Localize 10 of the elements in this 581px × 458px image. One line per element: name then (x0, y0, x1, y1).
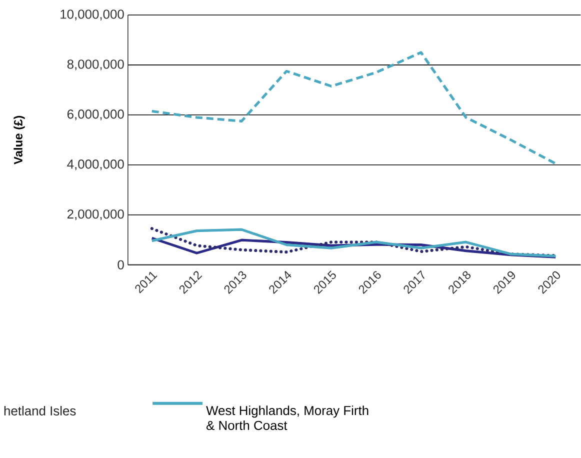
y-tick-label: 2,000,000 (67, 210, 124, 220)
y-tick-label: 0 (118, 260, 124, 270)
y-tick-label: 10,000,000 (60, 10, 124, 20)
line-series (150, 51, 557, 166)
text: hetland Isles (4, 406, 76, 416)
y-tick-label: 6,000,000 (67, 110, 124, 120)
y-tick-label: 8,000,000 (67, 60, 124, 70)
y-tick-label: 4,000,000 (67, 160, 124, 170)
y-axis-title: Value (£) (14, 116, 25, 165)
text: West Highlands, Moray Firth & North Coast (206, 406, 368, 430)
